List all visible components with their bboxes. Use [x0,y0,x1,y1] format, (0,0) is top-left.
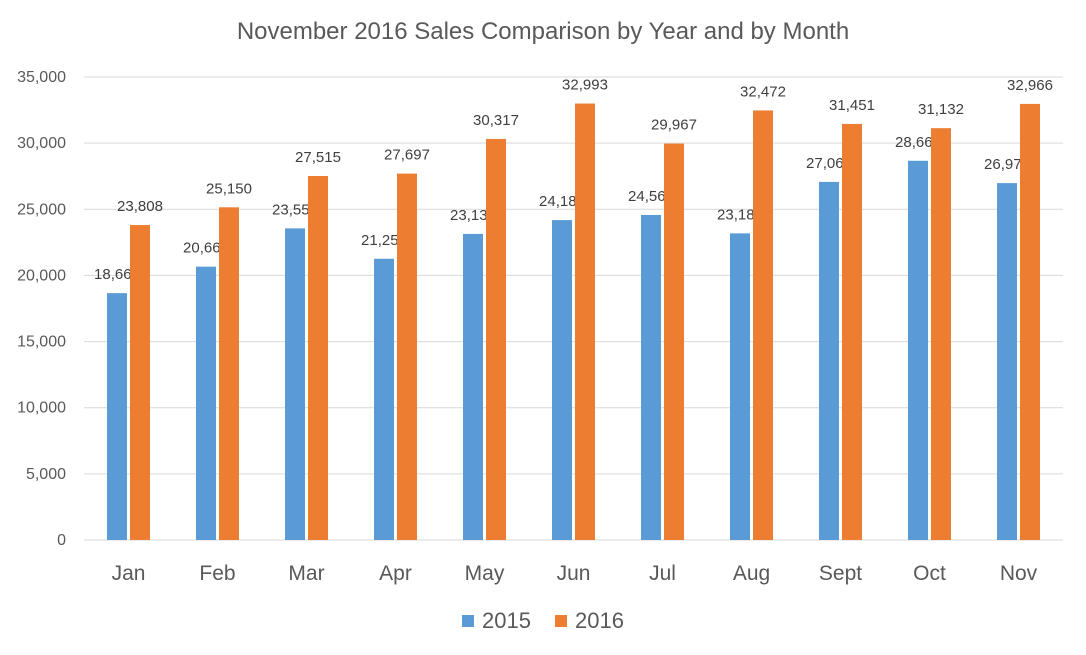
bar-2016-nov [1020,103,1040,540]
bar-2015-apr [374,258,394,540]
data-label: 32,993 [562,77,608,94]
bar-2015-jan [107,293,127,540]
legend-label-2016: 2016 [575,608,624,633]
bar-2015-oct [908,160,928,540]
legend-swatch-2016 [555,615,567,627]
data-label: 20,663 [183,240,229,257]
data-label: 24,569 [628,188,674,205]
bar-2016-apr [397,173,417,540]
x-tick-label: Jan [112,562,146,585]
y-tick-label: 15,000 [17,334,66,351]
bar-2016-feb [219,207,239,540]
x-tick-label: Jun [557,562,591,585]
bar-2016-jul [664,143,684,540]
data-label: 27,515 [295,149,341,166]
data-label: 23,808 [117,198,163,215]
legend-item-2016: 2016 [555,608,624,634]
bar-2015-feb [196,266,216,540]
y-tick-label: 0 [57,532,66,549]
legend: 2015 2016 [0,608,1086,634]
legend-swatch-2015 [462,615,475,627]
data-label: 30,317 [473,112,519,129]
bar-2015-nov [997,183,1017,540]
data-label: 27,069 [806,155,852,172]
data-label: 28,667 [895,134,941,151]
x-tick-label: Oct [913,562,946,585]
data-label: 32,966 [1007,77,1053,94]
data-label: 29,967 [651,117,697,134]
x-tick-label: Nov [1000,562,1038,585]
x-tick-label: Apr [379,562,412,585]
bar-2016-mar [308,176,328,540]
data-label: 25,150 [206,180,252,197]
data-label: 31,451 [829,97,875,114]
chart-title: November 2016 Sales Comparison by Year a… [236,18,850,45]
x-tick-label: May [465,562,505,585]
data-label: 31,132 [918,101,964,118]
data-label: 32,472 [740,83,786,100]
y-tick-label: 30,000 [17,135,66,152]
bar-2015-mar [285,228,305,540]
data-label: 26,979 [984,156,1030,173]
x-tick-label: Aug [733,562,770,585]
x-tick-label: Jul [649,562,676,585]
bar-2015-aug [730,233,750,540]
y-tick-label: 20,000 [17,267,66,284]
bar-2015-may [463,233,483,540]
x-tick-label: Feb [199,562,235,585]
data-label: 21,259 [361,232,407,249]
bar-2015-jun [552,220,572,540]
legend-label-2015: 2015 [482,608,531,633]
data-label: 23,139 [450,207,496,224]
data-label: 23,181 [717,206,763,223]
y-tick-label: 25,000 [17,201,66,218]
y-tick-label: 5,000 [26,466,66,483]
data-label: 27,697 [384,147,430,164]
x-tick-label: Sept [819,562,862,585]
data-label: 24,185 [539,193,585,210]
bar-2015-sept [819,181,839,540]
bar-2016-jun [575,103,595,540]
y-tick-label: 35,000 [17,69,66,86]
data-label: 18,662 [94,266,140,283]
bar-2016-oct [931,128,951,540]
legend-item-2015: 2015 [462,608,531,634]
bar-2016-jan [130,225,150,540]
x-tick-label: Mar [288,562,324,585]
y-tick-label: 10,000 [17,400,66,417]
bar-2016-aug [753,110,773,540]
bar-2016-may [486,138,506,540]
bar-2016-sept [842,123,862,541]
data-label: 23,557 [272,201,318,218]
bar-2015-jul [641,214,661,540]
